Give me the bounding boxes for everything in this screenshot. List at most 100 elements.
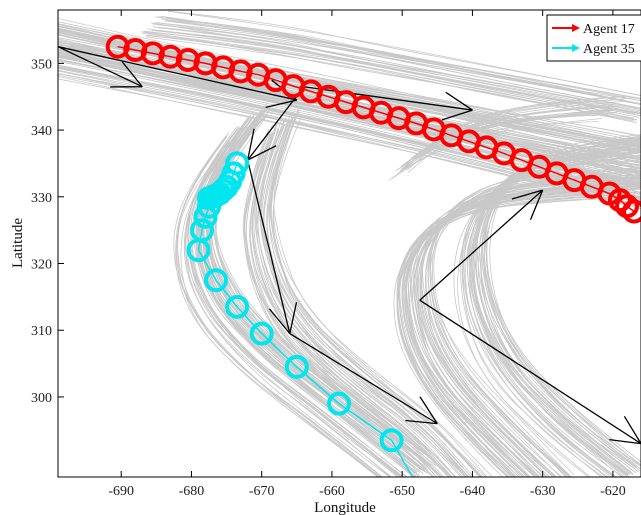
y-tick-label: 300 bbox=[31, 391, 52, 406]
x-tick-label: -670 bbox=[249, 484, 275, 499]
background-track bbox=[262, 113, 475, 477]
background-track bbox=[243, 128, 441, 477]
background-track bbox=[58, 27, 641, 145]
background-track bbox=[413, 96, 625, 159]
background-track bbox=[242, 130, 445, 477]
background-track bbox=[249, 131, 443, 477]
background-track bbox=[58, 25, 641, 143]
vector-arrows bbox=[58, 46, 641, 445]
data-point bbox=[249, 321, 274, 346]
y-tick-label: 320 bbox=[31, 258, 52, 273]
background-track bbox=[393, 196, 641, 477]
background-track bbox=[58, 67, 641, 199]
data-point bbox=[622, 199, 641, 224]
background-track bbox=[155, 16, 641, 105]
background-track bbox=[147, 28, 640, 114]
x-axis: -690 -680 -670 -660 -650 -640 -630 -620 bbox=[108, 10, 626, 499]
x-tick-label: -660 bbox=[319, 484, 345, 499]
vector-arrow bbox=[289, 333, 438, 425]
legend-arrowhead-agent17 bbox=[572, 24, 580, 32]
x-tick-label: -630 bbox=[530, 484, 556, 499]
background-track bbox=[58, 27, 641, 148]
background-track bbox=[145, 35, 638, 121]
vector-arrowhead bbox=[289, 302, 298, 334]
background-track bbox=[161, 18, 641, 100]
series-agent35 bbox=[186, 151, 414, 477]
background-track bbox=[146, 34, 637, 121]
background-track bbox=[467, 150, 641, 477]
data-point bbox=[193, 204, 218, 229]
vector-arrowhead bbox=[623, 415, 641, 444]
background-track bbox=[421, 174, 641, 477]
legend-label-agent17: Agent 17 bbox=[583, 22, 635, 37]
background-track bbox=[58, 52, 641, 183]
vector-arrowhead bbox=[609, 439, 641, 445]
background-track bbox=[189, 128, 400, 477]
background-track bbox=[270, 111, 487, 477]
background-track bbox=[460, 155, 641, 477]
background-track bbox=[401, 185, 641, 477]
vector-arrowhead bbox=[268, 308, 291, 334]
background-track bbox=[148, 32, 640, 118]
background-track bbox=[486, 135, 641, 465]
background-track bbox=[177, 141, 380, 477]
vector-arrowhead bbox=[121, 61, 143, 88]
series-agent17 bbox=[105, 34, 641, 224]
background-track bbox=[402, 187, 641, 477]
background-track bbox=[406, 113, 615, 171]
background-track bbox=[155, 22, 641, 110]
background-track bbox=[457, 159, 641, 477]
background-track bbox=[58, 70, 641, 202]
legend-box bbox=[546, 14, 641, 62]
background-track bbox=[261, 119, 469, 477]
y-axis: 300 310 320 330 340 350 bbox=[31, 57, 64, 406]
data-point bbox=[327, 391, 351, 416]
background-track bbox=[465, 152, 641, 477]
background-track bbox=[485, 138, 641, 469]
background-track bbox=[168, 10, 641, 96]
vector-arrowhead bbox=[511, 189, 543, 200]
vector-arrowhead bbox=[419, 396, 438, 424]
x-tick-label: -640 bbox=[460, 484, 486, 499]
plot-frame bbox=[57, 9, 641, 478]
vector-arrowhead bbox=[445, 91, 473, 111]
x-tick-label: -620 bbox=[600, 484, 626, 499]
data-point bbox=[379, 428, 404, 453]
vector-arrowhead bbox=[247, 145, 277, 161]
background-track bbox=[272, 115, 484, 477]
legend-label-agent35: Agent 35 bbox=[583, 42, 635, 57]
background-track bbox=[420, 175, 641, 477]
vector-arrow bbox=[58, 46, 143, 88]
y-tick-label: 310 bbox=[31, 324, 52, 339]
data-point bbox=[204, 268, 228, 293]
background-track bbox=[144, 30, 639, 116]
background-track bbox=[141, 32, 637, 124]
background-track bbox=[185, 133, 393, 477]
x-tick-label: -650 bbox=[389, 484, 415, 499]
legend-arrowhead-agent35 bbox=[572, 44, 580, 52]
background-track bbox=[396, 193, 641, 477]
x-tick-label: -680 bbox=[179, 484, 205, 499]
vector-arrowhead bbox=[265, 99, 297, 108]
background-track bbox=[145, 36, 634, 122]
background-track bbox=[400, 105, 610, 168]
data-point bbox=[225, 294, 250, 319]
background-track bbox=[421, 174, 641, 477]
vector-arrow bbox=[58, 46, 297, 101]
data-point bbox=[284, 354, 309, 379]
background-track bbox=[412, 182, 641, 477]
vector-arrow bbox=[419, 299, 641, 445]
background-track bbox=[176, 136, 381, 477]
vector-arrowhead bbox=[441, 109, 473, 121]
vector-arrowhead bbox=[529, 189, 544, 220]
vector-arrow bbox=[247, 159, 291, 334]
background-track bbox=[256, 127, 450, 477]
legend: Agent 17 Agent 35 bbox=[546, 14, 641, 62]
background-track bbox=[165, 19, 641, 105]
background-track bbox=[170, 19, 641, 99]
y-tick-label: 340 bbox=[31, 124, 52, 139]
vector-arrow bbox=[303, 86, 473, 111]
background-track bbox=[142, 31, 636, 114]
background-track bbox=[58, 32, 641, 151]
